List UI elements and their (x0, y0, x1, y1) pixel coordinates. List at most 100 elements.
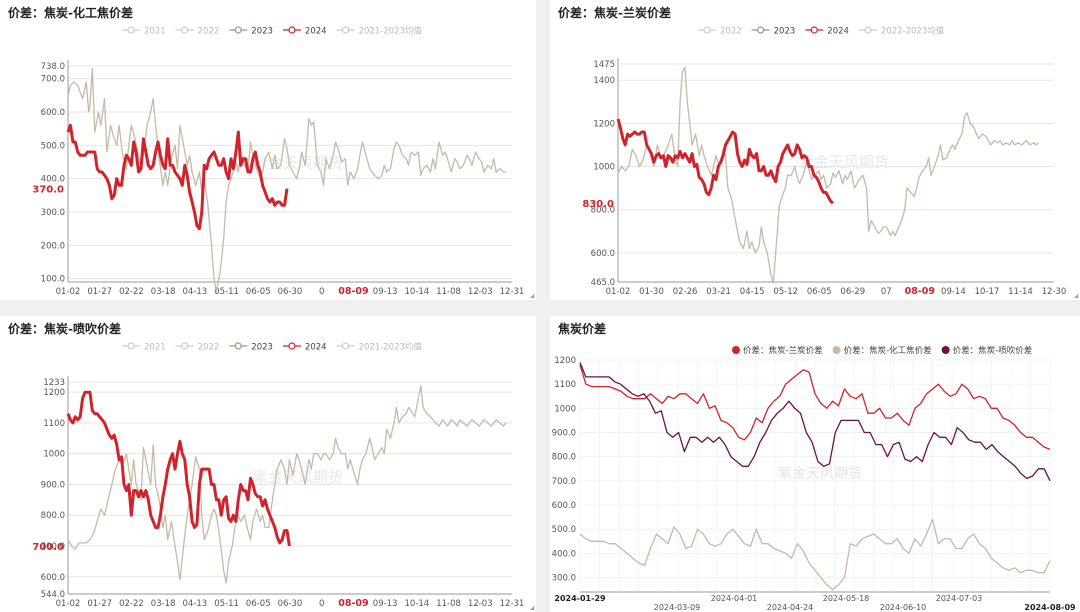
chart-panel-huagongjiao: 价差：焦炭-化工焦价差 2021 2022 2023 2024 2021-2023均值 7… (0, 0, 536, 300)
current-value-label: 830.0 (582, 199, 614, 210)
chart-title: 价差：焦炭-化工焦价差 (8, 6, 133, 20)
x-tick-label: 01-02 (56, 599, 81, 609)
y-tick-label: 1400 (593, 76, 615, 86)
x-tick-label: 04-13 (183, 599, 208, 609)
timeseries-chart-jiaotan-spread: 价差：焦炭-兰炭价差 价差：焦炭-化工焦价差 价差：焦炭-喷吹价差 1200 1100 1… (552, 345, 1076, 612)
legend-label: 2023 (774, 27, 796, 37)
x-tick-label: 2024-04-01 (711, 594, 758, 603)
seasonal-chart-lantan: 2022 2023 2024 2022-2023均值 1475 1400 1200 1000 8… (582, 26, 1067, 298)
chart-title: 焦炭价差 (558, 322, 607, 336)
x-tick-label: 08-09 (338, 286, 368, 297)
x-tick-label: 06-05 (246, 287, 271, 297)
x-tick-label: 11-08 (436, 599, 461, 609)
x-tick-label: 06-05 (807, 287, 832, 297)
y-tick-label: 1200 (554, 356, 576, 366)
legend-marker (341, 342, 350, 350)
y-tick-label: 200.0 (41, 241, 65, 251)
legend-label: 2022 (720, 27, 742, 37)
x-tick-label: 0 (319, 287, 324, 297)
y-tick-label: 1000 (593, 163, 615, 173)
x-tick-label: 06-30 (278, 287, 303, 297)
resize-handle[interactable] (530, 294, 534, 298)
x-tick-label: 05-12 (773, 287, 798, 297)
x-tick-label: 05-11 (214, 599, 239, 609)
y-tick-label: 700.0 (41, 75, 65, 85)
legend-label: 2023 (251, 27, 273, 37)
y-tick-label: 544.0 (41, 590, 65, 600)
legend-label: 2024 (305, 27, 327, 37)
x-tick-label: 09-14 (941, 287, 966, 297)
y-tick-label: 400.0 (41, 175, 65, 185)
x-tick-label: 10-14 (405, 287, 430, 297)
y-tick-label: 800.0 (552, 453, 576, 463)
x-tick-label: 04-15 (740, 287, 765, 297)
legend-marker (181, 26, 189, 34)
series-line-2023 (67, 385, 507, 584)
y-tick-label: 700.0 (41, 542, 65, 552)
series-line (579, 362, 1051, 482)
seasonal-chart-huagongjiao: 2021 2022 2023 2024 2021-2023均值 738.0 700.0 600… (32, 26, 525, 298)
y-tick-label: 400.0 (552, 549, 576, 559)
x-tick-label: 12-31 (500, 287, 525, 297)
y-tick-label: 600.0 (41, 573, 65, 583)
x-tick-label: 2024-03-09 (654, 603, 701, 612)
x-tick-label: 01-30 (639, 287, 664, 297)
y-tick-label: 900.0 (552, 429, 576, 439)
y-tick-label: 300.0 (41, 208, 65, 218)
x-tick-label: 11-08 (436, 287, 461, 297)
watermark: 紫金天风期货 (253, 468, 343, 486)
legend-label: 2022 (198, 343, 220, 353)
x-tick-label: 2024-05-18 (823, 594, 870, 603)
y-tick-label: 600.0 (552, 501, 576, 511)
watermark: 紫金天风期货 (799, 153, 889, 171)
legend-marker (810, 26, 818, 34)
y-tick-label: 1200 (593, 119, 615, 129)
y-tick-label: 465.0 (591, 278, 615, 288)
series-line (579, 364, 1051, 451)
legend-marker (288, 342, 296, 350)
series-line-2023 (617, 66, 1039, 284)
x-tick-label: 06-05 (246, 599, 271, 609)
chart-panel-jiaotan-spread: 焦炭价差 价差：焦炭-兰炭价差 价差：焦炭-化工焦价差 价差：焦炭-喷吹价差 1200… (550, 316, 1080, 612)
x-tick-label: 10-17 (975, 287, 1000, 297)
legend-label: 2024 (827, 27, 849, 37)
legend-label: 2024 (305, 343, 327, 353)
y-tick-label: 800.0 (591, 206, 615, 216)
x-tick-label: 01-27 (87, 599, 112, 609)
chart-panel-penchui: 价差：焦炭-喷吹价差 2021 2022 2023 2024 2021-2023均值 12… (0, 316, 536, 612)
x-tick-label: 02-22 (119, 599, 144, 609)
legend-marker (864, 26, 872, 34)
y-tick-label: 500.0 (41, 141, 65, 151)
y-tick-label: 1233 (43, 378, 65, 388)
series-line-2024 (66, 390, 291, 547)
y-tick-label: 700.0 (552, 477, 576, 487)
chart-panel-lantan: 价差：焦炭-兰炭价差 2022 2023 2024 2022-2023均值 1475 14… (550, 0, 1080, 300)
resize-handle[interactable] (530, 606, 534, 610)
legend-marker (757, 26, 765, 34)
y-tick-label: 300.0 (552, 574, 576, 584)
y-tick-label: 1475 (593, 60, 615, 70)
y-tick-label: 500.0 (552, 525, 576, 535)
x-tick-label: 2024-08-09 (1024, 603, 1076, 612)
y-tick-label: 900.0 (41, 480, 65, 490)
y-tick-label: 1000 (43, 450, 65, 460)
x-tick-label: 03-21 (706, 287, 731, 297)
x-tick-label: 09-13 (373, 599, 398, 609)
x-tick-label: 02-22 (119, 287, 144, 297)
legend-label: 2023 (251, 343, 273, 353)
x-tick-label: 0 (319, 599, 324, 609)
x-tick-label: 12-31 (500, 599, 525, 609)
legend-label: 2021-2023均值 (359, 26, 423, 37)
x-tick-label: 2024-07-03 (936, 594, 983, 603)
legend-marker (181, 342, 189, 350)
resize-handle[interactable] (1074, 294, 1078, 298)
x-tick-label: 01-27 (87, 287, 112, 297)
x-tick-label: 12-30 (1042, 287, 1067, 297)
y-tick-label: 1100 (43, 419, 65, 429)
legend-marker (732, 346, 740, 354)
x-tick-label: 06-29 (840, 287, 865, 297)
y-tick-label: 600.0 (591, 249, 615, 259)
x-tick-label: 12-03 (468, 599, 493, 609)
legend-marker (288, 26, 296, 34)
